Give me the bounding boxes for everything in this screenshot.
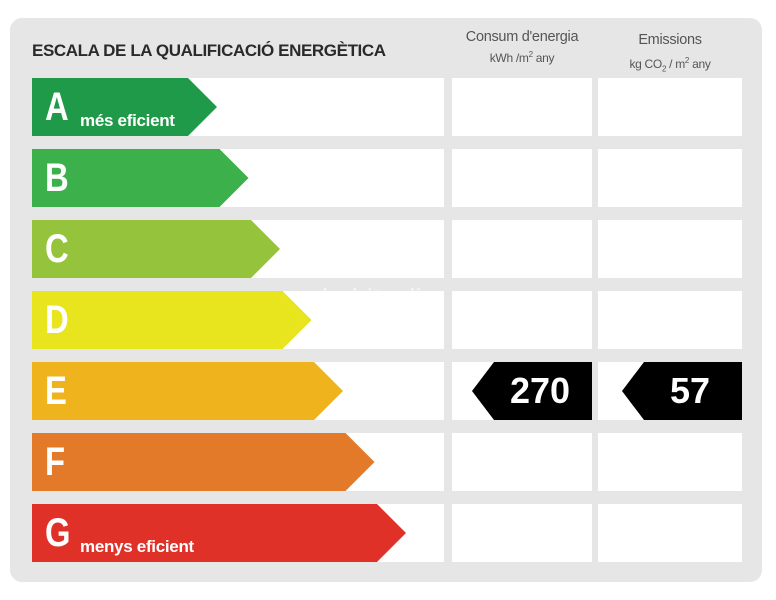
rating-arrow-f: F <box>32 433 375 491</box>
rating-arrow-b: B <box>32 149 249 207</box>
energy-cell-d <box>452 291 592 349</box>
emissions-value-badge-shape <box>622 362 742 420</box>
emissions-cell-b <box>598 149 742 207</box>
emissions-value-badge-value: 57 <box>669 370 711 411</box>
emissions-value-badge: 57 <box>622 362 742 420</box>
rating-arrow-shape <box>32 504 406 562</box>
emissions-column-unit: kg CO2 / m2 any <box>629 56 711 74</box>
emissions-column-header: Emissions kg CO2 / m2 any <box>598 31 742 78</box>
rating-arrow-shape <box>32 291 312 349</box>
rating-letter: A <box>45 85 69 129</box>
energy-column-header: Consum d'energia kWh /m2 any <box>452 28 592 67</box>
energy-column-label: Consum d'energia <box>465 29 579 45</box>
energy-value-badge-shape <box>472 362 592 420</box>
energy-value-badge-value: 270 <box>509 370 571 411</box>
rating-letter: B <box>45 156 69 200</box>
emissions-cell-a <box>598 78 742 136</box>
energy-cell-g <box>452 504 592 562</box>
energy-cell-f <box>452 433 592 491</box>
rating-arrow-d: D <box>32 291 312 349</box>
rating-description: menys eficient <box>80 537 194 556</box>
rating-arrow-shape <box>32 78 217 136</box>
rating-letter: F <box>45 440 66 484</box>
energy-cell-b <box>452 149 592 207</box>
energy-value-badge: 270 <box>472 362 592 420</box>
rating-arrow-e: E <box>32 362 343 420</box>
emissions-cell-f <box>598 433 742 491</box>
rating-letter: C <box>45 227 69 271</box>
watermark-logo: habitaclia <box>322 283 437 313</box>
energy-cell-c <box>452 220 592 278</box>
rating-letter: G <box>45 511 71 555</box>
emissions-cell-c <box>598 220 742 278</box>
rating-arrow-c: C <box>32 220 280 278</box>
rating-letter: D <box>45 298 69 342</box>
rating-description: més eficient <box>80 111 175 130</box>
rating-arrow-shape <box>32 220 280 278</box>
scale-title: ESCALA DE LA QUALIFICACIÓ ENERGÈTICA <box>32 41 386 60</box>
emissions-cell-g <box>598 504 742 562</box>
rating-arrow-shape <box>32 149 249 207</box>
emissions-column-label: Emissions <box>638 32 702 48</box>
rating-letter: E <box>45 369 67 413</box>
energy-column-unit: kWh /m2 any <box>489 50 555 65</box>
rating-arrow-shape <box>32 433 375 491</box>
emissions-cell-d <box>598 291 742 349</box>
rating-arrow-shape <box>32 362 343 420</box>
energy-cell-a <box>452 78 592 136</box>
